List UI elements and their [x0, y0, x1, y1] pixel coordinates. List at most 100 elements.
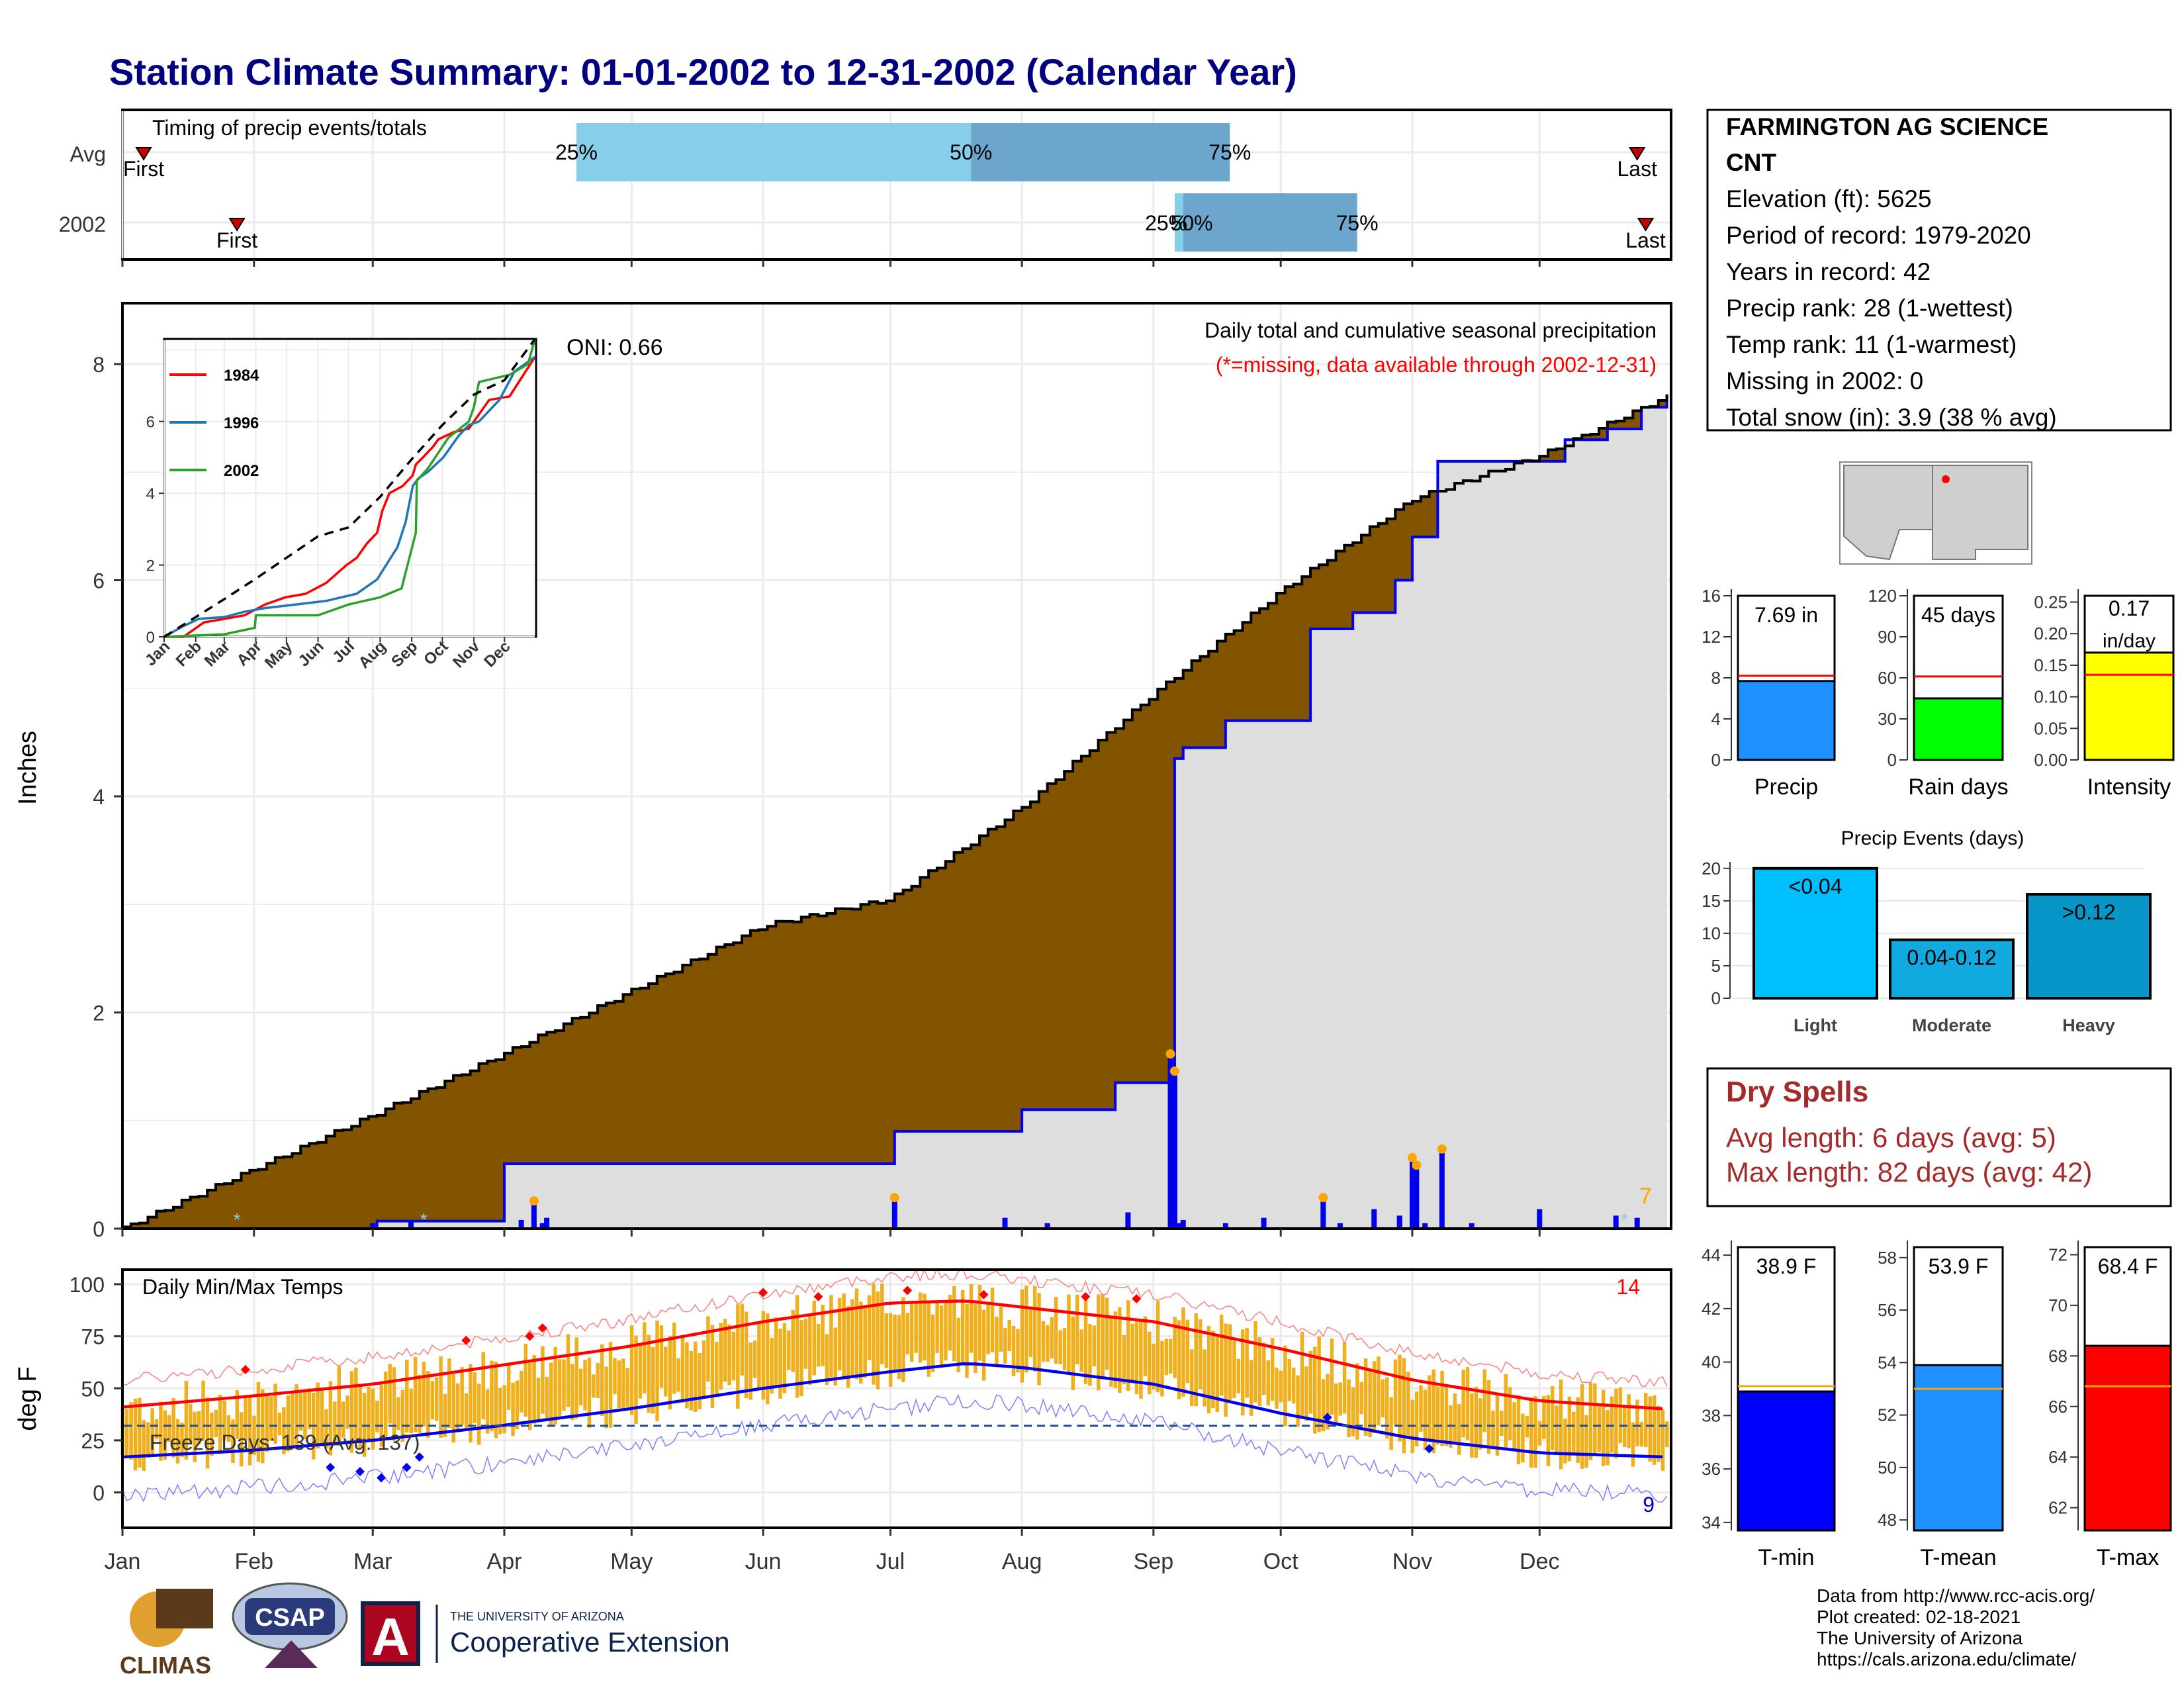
daily-temp-bar [1479, 1398, 1482, 1450]
daily-temp-bar [269, 1396, 273, 1441]
daily-temp-bar [422, 1362, 426, 1427]
daily-temp-bar [1088, 1324, 1092, 1386]
daily-temp-bar [413, 1356, 418, 1432]
daily-temp-bar [1559, 1380, 1563, 1470]
daily-temp-bar [455, 1383, 460, 1430]
daily-temp-bar [375, 1400, 379, 1432]
daily-temp-bar [1067, 1294, 1071, 1375]
daily-temp-bar [498, 1387, 502, 1434]
daily-temp-bar [803, 1319, 808, 1369]
daily-temp-bar [1644, 1393, 1648, 1448]
footer-line-2: Plot created: 02-18-2021 [1817, 1607, 2021, 1627]
daily-temp-bar [485, 1389, 490, 1434]
dry-spells-title: Dry Spells [1726, 1076, 1868, 1108]
daily-temp-bar [167, 1415, 171, 1442]
daily-temp-bar [842, 1293, 846, 1378]
mini-y-tick-label: 0.00 [2034, 750, 2068, 770]
daily-temp-bar [634, 1335, 638, 1425]
daily-temp-bar [1054, 1296, 1058, 1364]
daily-precip-bar [518, 1219, 524, 1229]
daily-temp-bar [909, 1303, 914, 1362]
month-tick-label: Jul [876, 1549, 905, 1574]
inset-frame [163, 338, 537, 638]
daily-temp-bar [1037, 1293, 1041, 1385]
mini-bar-label-unit: in/day [2103, 630, 2156, 652]
daily-temp-bar [1567, 1396, 1572, 1462]
temp-y-axis: 0 25 50 75 100 [69, 1273, 122, 1505]
obs-last-label: Last [1625, 228, 1666, 252]
daily-temp-bar [872, 1284, 876, 1385]
normal-tmax-line [122, 1299, 1663, 1411]
dry-spells-box: Dry Spells Avg length: 6 days (avg: 5) M… [1706, 1067, 2172, 1207]
timing-panel: Timing of precip events/totals Avg 2002 … [59, 109, 1672, 267]
daily-temp-bar [298, 1393, 303, 1431]
mini-y-tick-label: 12 [1702, 627, 1721, 647]
daily-temp-bar [405, 1360, 409, 1433]
daily-precip-bar [1176, 1223, 1182, 1229]
daily-temp-bar [923, 1293, 927, 1361]
daily-temp-bar [867, 1295, 872, 1360]
daily-temp-bar [752, 1340, 757, 1378]
daily-temp-bar [689, 1351, 694, 1411]
daily-temp-bar [863, 1307, 867, 1378]
daily-temp-bar [672, 1323, 676, 1394]
daily-temp-bar [1185, 1319, 1190, 1383]
mini-bar-label: 0.17 [2109, 596, 2150, 620]
daily-temp-bar [1020, 1289, 1024, 1383]
mini-y-tick-label: 90 [1878, 627, 1897, 647]
daily-temp-bar [905, 1313, 910, 1355]
daily-temp-bar [273, 1383, 277, 1444]
daily-temp-bar [244, 1395, 248, 1440]
precip-annotation-missing: (*=missing, data available through 2002-… [1216, 353, 1657, 377]
daily-temp-bar [447, 1358, 451, 1428]
daily-temp-bar [965, 1304, 969, 1378]
avg-p25-label: 25% [555, 140, 598, 164]
daily-precip-bar [1634, 1217, 1640, 1229]
daily-temp-bar [1016, 1329, 1020, 1373]
daily-temp-bar [1062, 1328, 1067, 1370]
daily-temp-bar [1648, 1396, 1652, 1462]
daily-precip-bar [1125, 1212, 1131, 1229]
daily-temp-bar [1126, 1300, 1130, 1391]
daily-temp-bar [629, 1325, 634, 1415]
daily-temp-bar [1245, 1328, 1249, 1398]
daily-temp-bar [218, 1395, 222, 1454]
temp-y-label: deg F [14, 1366, 42, 1430]
daily-temp-bar [1050, 1317, 1054, 1359]
daily-temp-bar [193, 1411, 197, 1462]
daily-precip-bar [1337, 1223, 1343, 1229]
daily-temp-bar [1453, 1393, 1457, 1442]
daily-temp-bar [825, 1334, 829, 1385]
locator-map [1839, 461, 2032, 565]
daily-temp-bar [252, 1415, 256, 1455]
daily-precip-bar [1180, 1219, 1186, 1229]
mini-bar-value [1913, 1364, 2004, 1532]
page-title: Station Climate Summary: 01-01-2002 to 1… [109, 51, 1297, 93]
daily-precip-bar [1002, 1217, 1008, 1229]
daily-temp-bar [884, 1313, 888, 1368]
daily-precip-bar [370, 1223, 376, 1229]
daily-temp-bar [1601, 1389, 1606, 1466]
daily-temp-bar [1334, 1383, 1338, 1425]
daily-temp-bar [426, 1371, 430, 1438]
daily-temp-bar [333, 1401, 337, 1443]
daily-temp-bar [570, 1364, 574, 1421]
record-high-marker [240, 1364, 250, 1374]
daily-temp-bar [901, 1297, 905, 1383]
precip-extreme-marker [889, 1193, 899, 1203]
daily-temp-bar [608, 1342, 613, 1428]
daily-temp-bar [676, 1358, 680, 1392]
daily-temp-bar [1317, 1336, 1321, 1432]
obs-p75-label: 75% [1336, 211, 1379, 235]
observed-cumulative-line [122, 397, 1668, 1230]
daily-temp-bar [1232, 1340, 1236, 1398]
mini-y-tick-label: 64 [2048, 1447, 2068, 1467]
climas-logo-text: CLIMAS [120, 1652, 211, 1679]
daily-temp-bar [854, 1288, 859, 1380]
daily-temp-bar [999, 1306, 1003, 1352]
daily-temp-bar [706, 1316, 710, 1382]
daily-temp-bar [150, 1408, 154, 1454]
mini-bar-value [1913, 697, 2004, 761]
daily-temp-bar [388, 1364, 392, 1424]
daily-temp-bar [1406, 1372, 1410, 1438]
